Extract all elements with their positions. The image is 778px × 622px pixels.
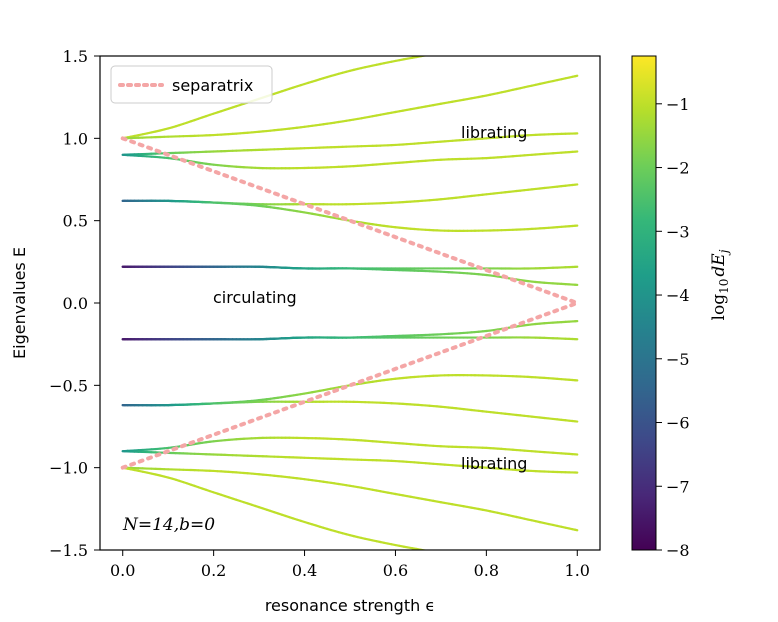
series-segment [429, 551, 433, 552]
series-line-3 [121, 132, 579, 156]
series-line-2 [121, 74, 579, 140]
y-tick-label: −0.5 [49, 376, 88, 395]
annotation-librating-bottom: librating [461, 454, 527, 473]
colorbar-tick-label: −2 [666, 159, 690, 178]
colorbar-tick-label: −3 [666, 222, 690, 241]
colorbar-label-log: log [709, 294, 729, 321]
series-line-12 [121, 400, 579, 423]
series-segment [424, 549, 429, 550]
legend-box [110, 65, 273, 104]
x-axis-label: resonance strength ϵ [265, 596, 435, 615]
colorbar-tick-label: −5 [666, 350, 690, 369]
separatrix-lines [120, 136, 580, 470]
series-line-16 [121, 466, 436, 553]
colorbar-tick-label: −7 [666, 477, 690, 496]
eigenvalue-lines [121, 54, 579, 553]
y-tick-label: 0.5 [63, 212, 88, 231]
separatrix-upper [120, 136, 580, 305]
x-tick-label: 0.4 [292, 561, 317, 580]
colorbar-label-var: dE [709, 253, 729, 277]
colorbar-tick-label: −4 [666, 286, 690, 305]
plot-area [100, 56, 600, 550]
colorbar [632, 56, 656, 550]
colorbar-label: log10 dEj [709, 249, 731, 320]
colorbar-frame [631, 55, 657, 551]
y-tick-label: 1.5 [63, 47, 88, 66]
legend-separatrix-label: separatrix [172, 76, 253, 95]
series-segment [429, 54, 433, 55]
legend: separatrix [110, 65, 273, 104]
series-segment [433, 552, 436, 553]
series-line-10 [121, 336, 579, 341]
x-tick-label: 0.2 [201, 561, 226, 580]
annotation-circulating: circulating [213, 288, 297, 307]
x-tick-label: 0.8 [474, 561, 499, 580]
colorbar-tick-label: −6 [666, 414, 690, 433]
series-segment [424, 56, 429, 57]
y-tick-label: 0.0 [63, 294, 88, 313]
separatrix-lower [120, 301, 580, 470]
y-tick-label: 1.0 [63, 129, 88, 148]
colorbar-tick-label: −8 [666, 541, 690, 560]
annotation-params: N=14,b=0 [122, 515, 215, 535]
y-axis-label: Eigenvalues E [10, 247, 29, 359]
y-tick-label: −1.0 [49, 459, 88, 478]
annotation-librating-top: librating [461, 123, 527, 142]
x-tick-label: 0.6 [383, 561, 408, 580]
x-tick-label: 1.0 [565, 561, 590, 580]
x-axis-ticks: 0.0 0.2 0.4 0.6 0.8 1.0 [110, 550, 590, 580]
series-line-8 [121, 265, 579, 286]
colorbar-ticks: −1 −2 −3 −4 −5 −6 −7 −8 [656, 95, 690, 560]
colorbar-tick-label: −1 [666, 95, 690, 114]
x-tick-label: 0.0 [110, 561, 135, 580]
colorbar-label-subscript: j [717, 249, 731, 256]
series-line-6 [121, 199, 579, 232]
colorbar-label-base: 10 [717, 279, 731, 294]
series-segment [433, 54, 436, 55]
y-axis-ticks: −1.5 −1.0 −0.5 0.0 0.5 1.0 1.5 [49, 47, 100, 560]
y-tick-label: −1.5 [49, 541, 88, 560]
